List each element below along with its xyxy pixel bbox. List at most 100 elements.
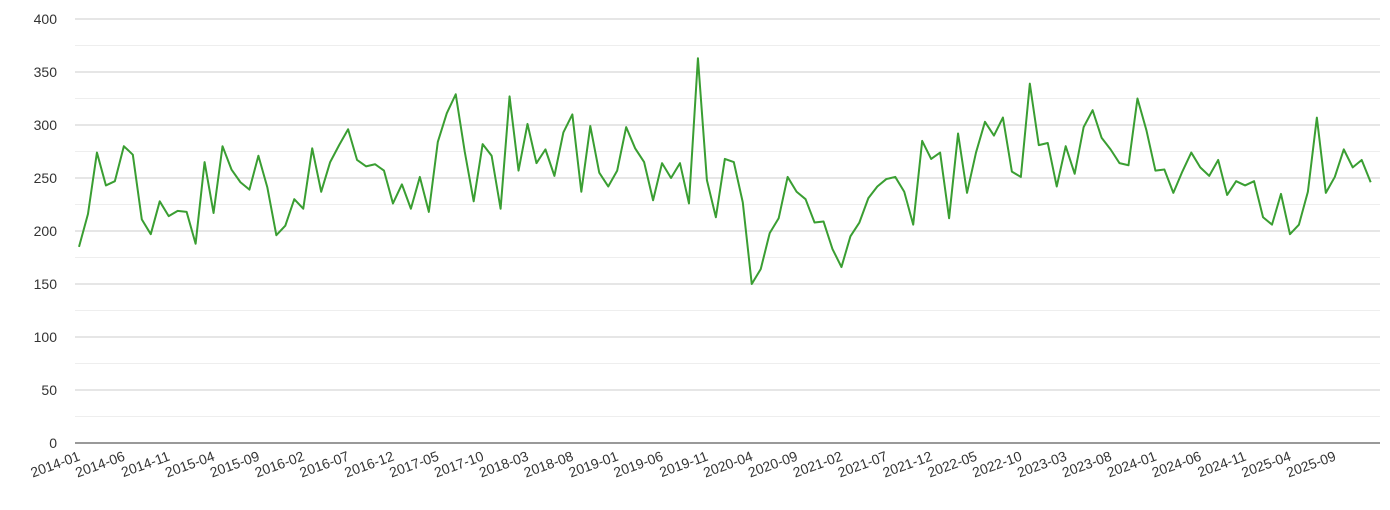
y-tick-label: 250 bbox=[34, 170, 58, 186]
data-point bbox=[1100, 137, 1102, 139]
data-point bbox=[1181, 170, 1183, 172]
data-point bbox=[168, 215, 170, 217]
data-point bbox=[930, 158, 932, 160]
data-point bbox=[885, 178, 887, 180]
data-point bbox=[114, 180, 116, 182]
grid-lines bbox=[75, 18, 1380, 444]
data-point bbox=[347, 128, 349, 130]
data-point bbox=[777, 217, 779, 219]
data-point bbox=[1118, 162, 1120, 164]
data-point bbox=[221, 145, 223, 147]
data-point bbox=[760, 268, 762, 270]
data-point bbox=[652, 199, 654, 201]
data-point bbox=[239, 181, 241, 183]
data-point bbox=[329, 161, 331, 163]
data-point bbox=[589, 125, 591, 127]
data-point bbox=[1190, 151, 1192, 153]
data-point bbox=[795, 191, 797, 193]
data-point bbox=[266, 186, 268, 188]
data-point bbox=[1352, 166, 1354, 168]
data-series-line bbox=[78, 57, 1372, 285]
data-point bbox=[410, 208, 412, 210]
data-point bbox=[1038, 144, 1040, 146]
data-point bbox=[849, 235, 851, 237]
data-point bbox=[464, 150, 466, 152]
data-point bbox=[670, 177, 672, 179]
data-point bbox=[1002, 116, 1004, 118]
data-point bbox=[123, 145, 125, 147]
data-point bbox=[132, 153, 134, 155]
data-point bbox=[544, 148, 546, 150]
data-point bbox=[661, 162, 663, 164]
data-point bbox=[1343, 148, 1345, 150]
data-point bbox=[643, 161, 645, 163]
data-point bbox=[1253, 180, 1255, 182]
data-point bbox=[1262, 216, 1264, 218]
data-point bbox=[625, 126, 627, 128]
data-point bbox=[87, 213, 89, 215]
data-point bbox=[311, 147, 313, 149]
data-point bbox=[903, 191, 905, 193]
y-tick-label: 350 bbox=[34, 64, 58, 80]
data-point bbox=[984, 121, 986, 123]
data-point bbox=[284, 225, 286, 227]
x-tick-label: 2024-11 bbox=[1195, 448, 1248, 480]
data-point bbox=[1244, 184, 1246, 186]
data-point bbox=[472, 200, 474, 202]
data-point bbox=[1154, 169, 1156, 171]
data-point bbox=[78, 246, 80, 248]
data-point bbox=[141, 218, 143, 220]
data-point bbox=[768, 232, 770, 234]
data-point bbox=[1109, 148, 1111, 150]
data-point bbox=[338, 144, 340, 146]
x-tick-label: 2025-09 bbox=[1284, 448, 1338, 481]
data-point bbox=[150, 233, 152, 235]
data-point bbox=[1065, 145, 1067, 147]
data-point bbox=[320, 191, 322, 193]
data-point bbox=[105, 184, 107, 186]
data-point bbox=[481, 143, 483, 145]
data-point bbox=[688, 202, 690, 204]
data-point bbox=[293, 198, 295, 200]
data-point bbox=[1298, 223, 1300, 225]
data-point bbox=[275, 234, 277, 236]
data-point bbox=[634, 147, 636, 149]
data-point bbox=[948, 217, 950, 219]
y-tick-label: 100 bbox=[34, 329, 58, 345]
data-point bbox=[176, 210, 178, 212]
data-point bbox=[437, 141, 439, 143]
data-point bbox=[813, 221, 815, 223]
data-point bbox=[1226, 194, 1228, 196]
data-point bbox=[159, 200, 161, 202]
data-point bbox=[1029, 82, 1031, 84]
y-tick-label: 300 bbox=[34, 117, 58, 133]
data-point bbox=[733, 161, 735, 163]
data-point bbox=[1073, 173, 1075, 175]
data-point bbox=[374, 163, 376, 165]
data-point bbox=[392, 202, 394, 204]
y-tick-label: 150 bbox=[34, 276, 58, 292]
data-point bbox=[1082, 126, 1084, 128]
x-tick-label: 2014-11 bbox=[119, 448, 172, 480]
data-point bbox=[724, 158, 726, 160]
data-point bbox=[490, 155, 492, 157]
data-point bbox=[1208, 175, 1210, 177]
data-point bbox=[858, 221, 860, 223]
data-point bbox=[697, 57, 699, 59]
data-point bbox=[1163, 168, 1165, 170]
data-point bbox=[508, 95, 510, 97]
data-point bbox=[876, 185, 878, 187]
data-point bbox=[257, 155, 259, 157]
data-point bbox=[1280, 193, 1282, 195]
data-point bbox=[1136, 97, 1138, 99]
data-point bbox=[428, 211, 430, 213]
y-tick-label: 200 bbox=[34, 223, 58, 239]
data-point bbox=[455, 93, 457, 95]
data-point bbox=[1020, 176, 1022, 178]
data-point bbox=[356, 159, 358, 161]
data-point bbox=[401, 183, 403, 185]
data-point bbox=[248, 188, 250, 190]
data-points bbox=[78, 57, 1372, 285]
data-point bbox=[867, 197, 869, 199]
data-point bbox=[1047, 142, 1049, 144]
